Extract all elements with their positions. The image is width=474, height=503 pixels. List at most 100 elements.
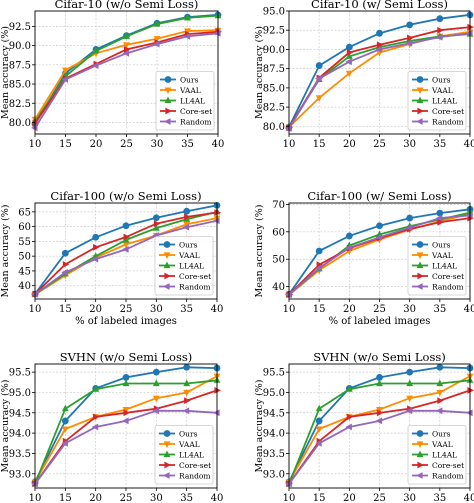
legend-marker	[416, 118, 423, 125]
legend-label: LL4AL	[432, 451, 457, 460]
x-tick-label: 10	[283, 493, 296, 503]
legend-marker	[416, 450, 424, 458]
x-tick-label: 25	[120, 139, 133, 150]
data-point	[406, 379, 414, 387]
y-axis-label: Mean accuracy (%)	[0, 380, 11, 473]
legend-label: Core-set	[179, 272, 211, 281]
data-point	[61, 404, 69, 412]
data-point	[466, 211, 473, 219]
data-point	[122, 222, 130, 230]
data-point	[345, 52, 353, 59]
y-tick-label: 94.5	[9, 408, 31, 419]
legend-label: Core-set	[432, 272, 464, 281]
legend-marker	[417, 272, 424, 280]
data-point	[31, 124, 38, 132]
legend-box	[407, 425, 467, 485]
data-point	[315, 75, 322, 82]
data-point	[122, 417, 129, 425]
x-tick-label: 35	[433, 493, 446, 503]
x-tick-label: 10	[283, 304, 296, 315]
data-point	[435, 33, 443, 41]
y-tick-label: 80.0	[9, 118, 31, 129]
x-tick-label: 15	[59, 139, 72, 150]
legend-label: Random	[432, 283, 464, 292]
data-point	[406, 368, 414, 376]
legend-marker	[163, 430, 171, 437]
data-point	[435, 214, 443, 222]
x-tick-label: 20	[343, 304, 356, 315]
data-point	[62, 261, 70, 268]
y-axis-label: Mean accuracy (%)	[254, 26, 265, 119]
legend-box	[154, 236, 214, 296]
data-point	[92, 47, 100, 54]
x-tick-label: 40	[211, 493, 224, 503]
x-tick-label: 25	[120, 493, 133, 503]
legend-marker	[416, 441, 424, 448]
legend-marker	[163, 252, 171, 259]
data-point	[436, 389, 444, 397]
data-point	[152, 368, 160, 376]
x-tick-label: 40	[211, 304, 224, 315]
y-tick-label: 95.0	[263, 7, 285, 18]
data-point	[183, 379, 191, 387]
legend-label: LL4AL	[179, 451, 204, 460]
legend-marker	[163, 283, 170, 290]
x-tick-label: 15	[313, 304, 326, 315]
legend-label: Ours	[180, 76, 199, 85]
x-tick-label: 40	[212, 139, 225, 150]
data-point	[405, 224, 413, 232]
x-tick-label: 30	[403, 304, 416, 315]
y-axis-label: Mean accuracy (%)	[0, 26, 11, 119]
y-tick-label: 93.0	[263, 469, 285, 480]
data-point	[152, 395, 160, 403]
y-tick-label: 95.5	[9, 368, 31, 379]
legend-marker	[164, 118, 171, 125]
data-point	[346, 413, 354, 421]
data-point	[61, 269, 68, 276]
x-tick-label: 15	[59, 493, 72, 503]
x-tick-label: 40	[464, 139, 474, 150]
data-point	[436, 209, 444, 217]
y-tick-label: 90.0	[9, 41, 31, 52]
x-tick-label: 25	[373, 304, 386, 315]
data-point	[345, 58, 352, 66]
data-point	[315, 404, 323, 412]
x-tick-label: 35	[433, 139, 446, 150]
data-point	[435, 407, 443, 415]
data-point	[93, 243, 100, 251]
x-tick-label: 40	[464, 493, 474, 503]
data-point	[214, 209, 221, 216]
data-point	[123, 409, 130, 417]
legend-marker	[164, 87, 172, 94]
y-axis-label: Mean accuracy (%)	[254, 380, 265, 473]
x-tick-label: 20	[343, 493, 356, 503]
data-point	[407, 34, 414, 42]
legend-marker	[416, 472, 423, 479]
legend-label: LL4AL	[180, 97, 205, 106]
x-tick-label: 25	[120, 304, 133, 315]
data-point	[183, 33, 191, 40]
data-point	[345, 423, 352, 431]
data-point	[183, 389, 191, 397]
y-tick-label: 93.0	[9, 469, 31, 480]
chart-panel-3: 10 15 20 25 30 35 40 40 45 50 55 60 65 Cifar-100 (w/o…	[0, 189, 223, 327]
data-point	[92, 385, 100, 392]
data-point	[466, 29, 473, 37]
data-point	[406, 214, 414, 222]
data-point	[184, 13, 191, 21]
data-point	[93, 413, 100, 421]
y-tick-label: 95.5	[263, 368, 285, 379]
y-tick-label: 45	[18, 266, 31, 277]
x-tick-label: 30	[403, 139, 416, 150]
x-axis-label: % of labeled images	[75, 316, 177, 327]
legend-label: Core-set	[179, 461, 211, 470]
data-point	[376, 29, 383, 37]
data-point	[315, 426, 323, 433]
data-point	[437, 26, 444, 34]
data-point	[406, 21, 414, 29]
data-point	[405, 39, 413, 47]
data-point	[213, 409, 220, 417]
legend-label: VAAL	[431, 440, 453, 449]
data-point	[437, 218, 444, 226]
